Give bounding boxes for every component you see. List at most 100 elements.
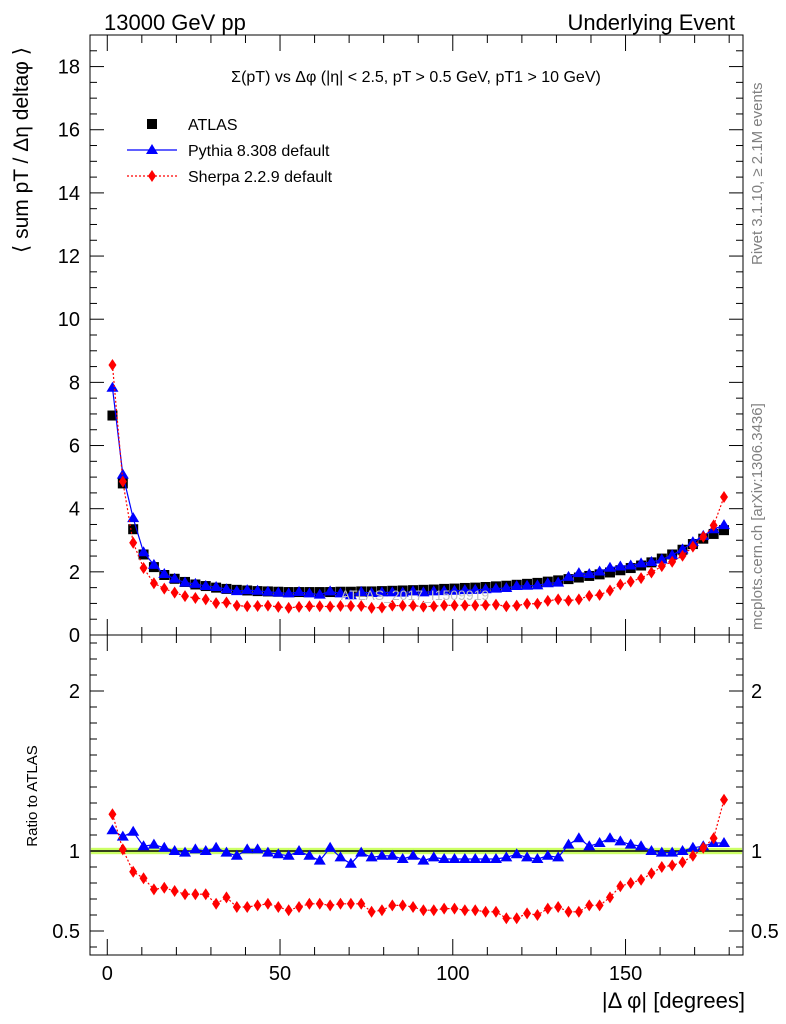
ratio-ytick-label-right: 2 [751,681,762,703]
main-ytick-label: 2 [69,562,80,584]
data-point [419,600,428,613]
ratio-ytick-label-left: 1 [69,841,80,863]
data-point [523,597,532,610]
data-point [407,585,420,596]
ratio-point [365,851,378,862]
data-point [708,528,719,539]
ratio-point [552,851,565,862]
data-point [149,577,158,590]
ratio-point [429,904,438,917]
data-point [458,584,471,595]
ratio-point [605,891,614,904]
main-ylabel: ⟨ sum pT / Δη deltaφ ⟩ [10,47,33,253]
ratio-point [357,897,366,910]
ratio-point [118,843,127,856]
ratio-point [481,905,490,918]
ratio-point [201,888,210,901]
data-point [116,468,129,479]
data-point [502,600,511,613]
ratio-point [324,841,337,852]
data-point [450,599,459,612]
data-point [709,519,718,532]
data-point [500,581,513,592]
ratio-series-triangle [106,824,730,868]
data-point [313,588,326,599]
main-title: Σ(pT) vs Δφ (|η| < 2.5, pT > 0.5 GeV, pT… [231,69,601,86]
main-ytick-label: 16 [58,120,80,142]
ratio-xlabel: |Δ φ| [degrees] [602,988,745,1013]
legend: ATLAS Pythia 8.308 default Sherpa 2.2.9 de… [127,117,333,186]
ratio-point [346,897,355,910]
ratio-point [129,865,138,878]
ratio-point [179,846,192,857]
ratio-point [334,851,347,862]
ratio-point [440,902,449,915]
ratio-point [212,897,221,910]
data-point [512,599,521,612]
ratio-point [147,838,160,849]
ratio-point [263,897,272,910]
ratio-point [419,904,428,917]
data-point [479,583,492,594]
watermark: ATLAS_2017_I1509919 [341,587,490,603]
data-point [489,582,502,593]
ratio-point [407,849,420,860]
data-point [212,597,221,610]
ratio-point [108,808,117,821]
data-point [666,549,679,560]
data-point [699,530,708,543]
ratio-point [593,837,606,847]
ratio-point [572,832,585,843]
data-point [139,562,148,575]
data-point [357,599,366,612]
data-point [170,586,179,599]
ratio-point [398,899,407,912]
data-point [191,592,200,605]
ratio-point [336,897,345,910]
ratio-frame [89,634,744,956]
ratio-point [377,904,386,917]
legend-label: ATLAS [188,117,238,134]
ratio-point [614,835,627,846]
data-point [305,600,314,613]
ratio-point [460,904,469,917]
ratio-point [585,899,594,912]
ratio-point [523,907,532,920]
ratio-point [386,849,399,860]
header-right: Underlying Event [567,10,735,35]
data-point [263,599,272,612]
ratio-point [137,840,150,851]
ratio-point [531,853,544,863]
series-triangle [106,381,730,600]
mcplots-label: mcplots.cern.ch [arXiv:1306.3436] [749,403,766,630]
ratio-xtick-label: 0 [102,963,113,985]
ratio-point [315,897,324,910]
data-point [635,557,648,568]
data-point [593,565,606,576]
ratio-point [427,851,440,862]
data-point [448,584,461,595]
data-point [717,519,730,530]
ratio-point [489,853,502,863]
data-point [460,599,469,612]
ratio-point [116,830,129,841]
data-point [657,560,666,573]
data-point [624,559,637,570]
data-point [230,585,243,596]
data-point [396,586,409,597]
rivet-version-label: Rivet 3.1.10, ≥ 2.1M events [749,83,766,266]
data-point [108,359,117,371]
legend-marker [146,144,158,154]
ratio-xtick-label: 100 [436,963,469,985]
ratio-point [222,891,231,904]
ratio-ytick-label-right: 1 [751,841,762,863]
data-point [199,580,212,591]
data-point [668,555,677,568]
data-point [168,572,181,583]
data-point [531,579,544,590]
data-point [189,577,202,588]
ratio-point [616,880,625,893]
ratio-point [282,849,295,860]
ratio-point [284,904,293,917]
ratio-point [635,840,648,851]
